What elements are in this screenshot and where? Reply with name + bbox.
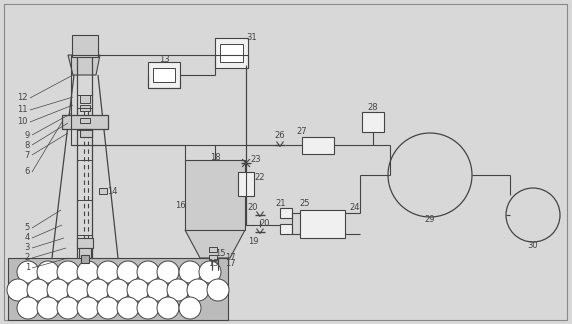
Circle shape (117, 297, 139, 319)
Text: 7: 7 (25, 151, 30, 159)
Text: 18: 18 (210, 153, 220, 161)
Bar (238, 172, 254, 196)
Text: 4: 4 (25, 234, 30, 242)
Text: 26: 26 (275, 132, 285, 141)
Text: 10: 10 (18, 118, 28, 126)
Bar (302, 137, 334, 154)
Bar (80, 118, 90, 123)
Circle shape (157, 297, 179, 319)
Bar (220, 44, 243, 62)
Text: 17: 17 (225, 253, 235, 262)
Circle shape (17, 297, 39, 319)
Text: 19: 19 (248, 237, 258, 247)
Text: 15: 15 (214, 249, 225, 258)
Text: 30: 30 (528, 240, 538, 249)
Circle shape (167, 279, 189, 301)
Text: 1: 1 (25, 263, 30, 272)
Circle shape (199, 261, 221, 283)
Text: 21: 21 (276, 199, 286, 207)
Circle shape (187, 279, 209, 301)
Text: 14: 14 (107, 188, 117, 196)
Text: 2: 2 (25, 253, 30, 262)
Circle shape (57, 297, 79, 319)
Text: 22: 22 (255, 173, 265, 182)
Text: 15: 15 (208, 260, 219, 269)
Bar (8, 258, 228, 320)
Bar (80, 129, 92, 137)
Text: 12: 12 (18, 94, 28, 102)
Bar (209, 255, 217, 260)
Circle shape (77, 297, 99, 319)
Text: 6: 6 (25, 168, 30, 177)
Text: 11: 11 (18, 106, 28, 114)
Bar (62, 115, 108, 129)
Bar (209, 247, 217, 252)
Bar (185, 160, 245, 230)
Bar (148, 62, 180, 88)
Circle shape (17, 261, 39, 283)
Text: 3: 3 (25, 244, 30, 252)
Circle shape (27, 279, 49, 301)
Text: 25: 25 (300, 199, 310, 207)
Circle shape (47, 279, 69, 301)
Text: 5: 5 (25, 224, 30, 233)
Bar (99, 188, 107, 194)
Circle shape (127, 279, 149, 301)
Text: 29: 29 (425, 215, 435, 225)
Text: 17: 17 (225, 260, 235, 269)
Text: 27: 27 (297, 128, 307, 136)
Bar (80, 105, 90, 111)
Text: 24: 24 (349, 203, 360, 213)
Circle shape (179, 297, 201, 319)
Circle shape (77, 261, 99, 283)
Bar (79, 248, 91, 258)
Circle shape (37, 297, 59, 319)
Bar (71, 55, 246, 145)
Text: 8: 8 (25, 141, 30, 149)
Bar (81, 255, 89, 263)
Text: 16: 16 (174, 201, 185, 210)
Bar (72, 35, 98, 57)
Circle shape (137, 297, 159, 319)
Polygon shape (185, 230, 245, 258)
Circle shape (157, 261, 179, 283)
Circle shape (87, 279, 109, 301)
Circle shape (179, 261, 201, 283)
Text: 31: 31 (247, 32, 257, 41)
Bar (300, 210, 345, 238)
Circle shape (37, 261, 59, 283)
Circle shape (67, 279, 89, 301)
Circle shape (137, 261, 159, 283)
Bar (215, 38, 248, 68)
Text: 23: 23 (251, 156, 261, 165)
Circle shape (147, 279, 169, 301)
Text: 20: 20 (260, 218, 270, 227)
Bar (280, 224, 292, 234)
Circle shape (117, 261, 139, 283)
Bar (80, 95, 90, 103)
Bar (280, 208, 292, 218)
Bar (153, 68, 175, 82)
Circle shape (107, 279, 129, 301)
Circle shape (207, 279, 229, 301)
Circle shape (97, 297, 119, 319)
Bar (77, 238, 93, 248)
Text: 9: 9 (25, 131, 30, 140)
Text: 13: 13 (158, 54, 169, 64)
Text: 20: 20 (248, 203, 258, 213)
Bar (362, 112, 384, 132)
Polygon shape (68, 55, 100, 75)
Circle shape (97, 261, 119, 283)
Text: 28: 28 (368, 103, 378, 112)
Circle shape (57, 261, 79, 283)
Circle shape (7, 279, 29, 301)
